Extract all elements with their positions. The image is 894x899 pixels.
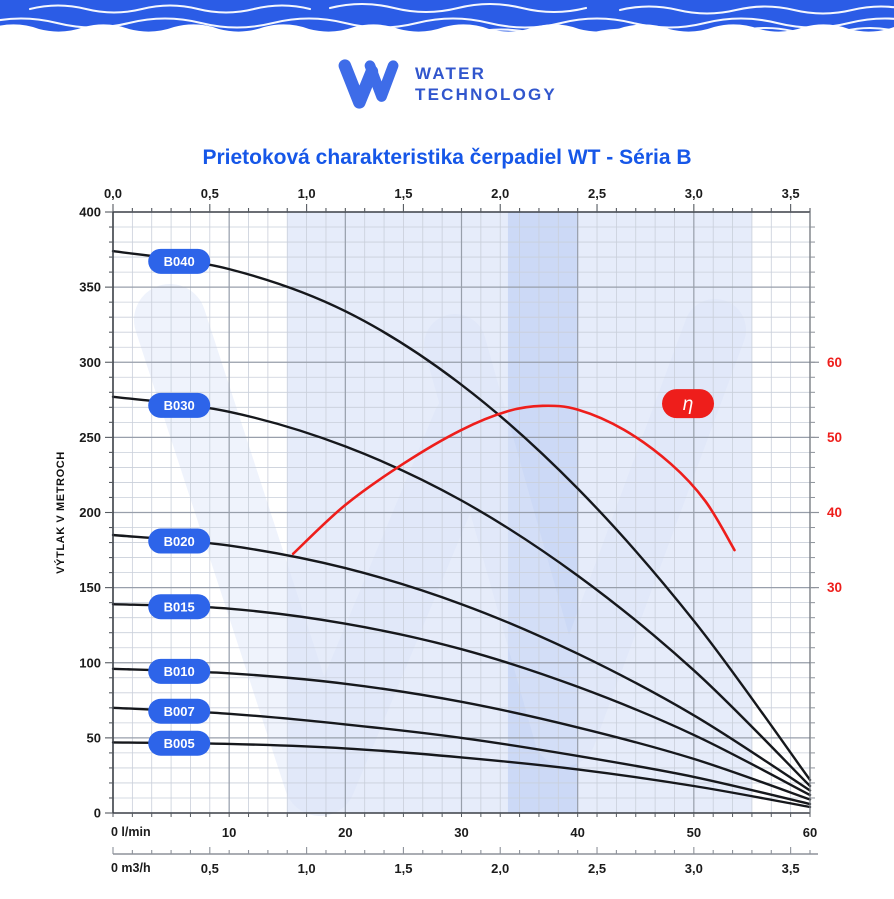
logo-line2: TECHNOLOGY xyxy=(415,85,557,104)
curve-efficiency xyxy=(291,404,736,556)
label-pill-efficiency: η xyxy=(662,389,715,419)
svg-text:0,5: 0,5 xyxy=(201,861,219,876)
label-pill-B040: B040 xyxy=(148,248,211,274)
label-pill-B005: B005 xyxy=(148,730,211,756)
svg-text:20: 20 xyxy=(338,825,352,840)
label-pill-B030: B030 xyxy=(148,392,211,418)
curve-B015 xyxy=(111,603,812,797)
svg-text:3,0: 3,0 xyxy=(685,861,703,876)
curve-B040 xyxy=(111,249,812,782)
x-axis-top: 0,0 0,5 1,0 1,5 2,0 2,5 3,0 3,5 xyxy=(104,186,811,212)
svg-text:1,5: 1,5 xyxy=(394,186,412,201)
label-pill-B010: B010 xyxy=(148,658,211,684)
curve-B007 xyxy=(111,706,812,806)
svg-text:40: 40 xyxy=(827,505,842,520)
svg-text:3,0: 3,0 xyxy=(685,186,703,201)
y-axis-left: 0 50 100 150 200 250 300 350 400 VÝTLAK V METROCH xyxy=(54,205,113,821)
svg-text:B005: B005 xyxy=(164,736,195,751)
svg-text:300: 300 xyxy=(79,355,101,370)
svg-text:3,5: 3,5 xyxy=(782,861,800,876)
svg-text:B020: B020 xyxy=(164,534,195,549)
curve-B010 xyxy=(111,667,812,801)
svg-text:0,0: 0,0 xyxy=(104,186,122,201)
curve-B005 xyxy=(111,741,812,809)
wave-banner xyxy=(0,0,894,44)
label-pill-B007: B007 xyxy=(148,698,211,724)
banner-wave-line xyxy=(148,29,352,39)
svg-text:10: 10 xyxy=(222,825,236,840)
svg-text:3,5: 3,5 xyxy=(782,186,800,201)
curve-B020 xyxy=(111,533,812,792)
svg-text:50: 50 xyxy=(827,430,842,445)
logo-line1: WATER xyxy=(415,63,487,83)
y-axis-title: VÝTLAK V METROCH xyxy=(54,451,67,574)
svg-text:0 l/min: 0 l/min xyxy=(111,825,151,839)
curve-B030 xyxy=(111,395,812,788)
svg-text:2,5: 2,5 xyxy=(588,186,606,201)
watermark-logo-icon xyxy=(134,284,746,816)
x-axis-bottom-lmin: 0 l/min 10 20 30 40 50 60 xyxy=(111,813,817,840)
svg-text:100: 100 xyxy=(79,655,101,670)
svg-text:B040: B040 xyxy=(164,254,195,269)
svg-text:60: 60 xyxy=(803,825,817,840)
svg-text:50: 50 xyxy=(687,825,701,840)
svg-text:1,0: 1,0 xyxy=(298,186,316,201)
svg-text:η: η xyxy=(683,394,694,415)
logo-text: WATER TECHNOLOGY xyxy=(415,63,557,106)
svg-text:250: 250 xyxy=(79,430,101,445)
label-pill-B015: B015 xyxy=(148,594,211,620)
banner-wave-line xyxy=(0,36,894,44)
banner-wave-line xyxy=(328,2,588,14)
x-axis-bottom-m3h: 0 m3/h 0,5 1,0 1,5 2,0 2,5 3,0 3,5 xyxy=(111,847,818,876)
svg-text:50: 50 xyxy=(87,730,101,745)
svg-text:1,0: 1,0 xyxy=(298,861,316,876)
svg-text:150: 150 xyxy=(79,580,101,595)
svg-text:0: 0 xyxy=(94,806,101,821)
banner-wave-line xyxy=(738,26,894,36)
svg-text:1,5: 1,5 xyxy=(394,861,412,876)
svg-text:B015: B015 xyxy=(164,600,195,615)
banner-wave-line xyxy=(468,28,658,38)
svg-text:350: 350 xyxy=(79,280,101,295)
svg-text:40: 40 xyxy=(570,825,584,840)
svg-text:B030: B030 xyxy=(164,398,195,413)
svg-text:30: 30 xyxy=(454,825,468,840)
y-axis-right-eta: 30 40 50 60 xyxy=(810,226,842,799)
svg-text:2,0: 2,0 xyxy=(491,861,509,876)
svg-text:60: 60 xyxy=(827,355,842,370)
svg-text:200: 200 xyxy=(79,505,101,520)
banner-wave-line xyxy=(618,5,894,15)
svg-text:30: 30 xyxy=(827,580,842,595)
svg-text:2,5: 2,5 xyxy=(588,861,606,876)
svg-text:400: 400 xyxy=(79,205,101,220)
svg-text:0,5: 0,5 xyxy=(201,186,219,201)
water-technology-logo-icon xyxy=(338,59,399,109)
banner-wave-line xyxy=(28,4,312,14)
logo: WATER TECHNOLOGY xyxy=(0,56,894,112)
page-title: Prietoková charakteristika čerpadiel WT … xyxy=(202,146,692,169)
svg-text:2,0: 2,0 xyxy=(491,186,509,201)
svg-text:B010: B010 xyxy=(164,664,195,679)
pump-performance-chart: 0,0 0,5 1,0 1,5 2,0 2,5 3,0 3,5 0 50 100 150 200 250 3… xyxy=(0,180,894,894)
svg-text:B007: B007 xyxy=(164,704,195,719)
svg-text:0 m3/h: 0 m3/h xyxy=(111,861,151,875)
grid xyxy=(113,212,810,813)
banner-wave-line xyxy=(0,17,894,29)
label-pill-B020: B020 xyxy=(148,528,211,554)
